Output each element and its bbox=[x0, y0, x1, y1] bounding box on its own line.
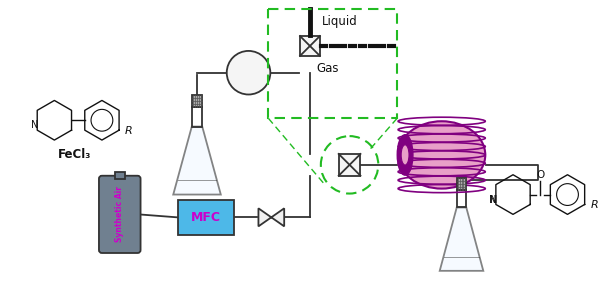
Text: N: N bbox=[30, 120, 38, 130]
Bar bbox=[269, 9, 397, 118]
Text: Synthetic Air: Synthetic Air bbox=[115, 186, 124, 242]
Bar bbox=[457, 178, 466, 190]
Text: Gas: Gas bbox=[316, 62, 339, 75]
Text: FeCl₃: FeCl₃ bbox=[57, 148, 91, 161]
Polygon shape bbox=[440, 207, 484, 271]
Bar bbox=[339, 154, 361, 176]
Bar bbox=[300, 36, 320, 56]
Ellipse shape bbox=[401, 145, 409, 165]
Circle shape bbox=[227, 51, 270, 94]
Text: N: N bbox=[489, 194, 496, 204]
Ellipse shape bbox=[397, 135, 413, 175]
Bar bbox=[114, 172, 125, 179]
FancyBboxPatch shape bbox=[99, 176, 141, 253]
Ellipse shape bbox=[398, 121, 485, 189]
Text: R: R bbox=[590, 200, 598, 210]
Bar bbox=[178, 199, 234, 235]
Text: O: O bbox=[536, 170, 544, 180]
Polygon shape bbox=[258, 208, 284, 226]
Bar bbox=[192, 94, 202, 107]
Text: MFC: MFC bbox=[191, 211, 221, 224]
Text: Liquid: Liquid bbox=[322, 15, 357, 28]
Text: N: N bbox=[490, 196, 498, 206]
Polygon shape bbox=[173, 127, 221, 195]
Text: R: R bbox=[125, 126, 133, 136]
